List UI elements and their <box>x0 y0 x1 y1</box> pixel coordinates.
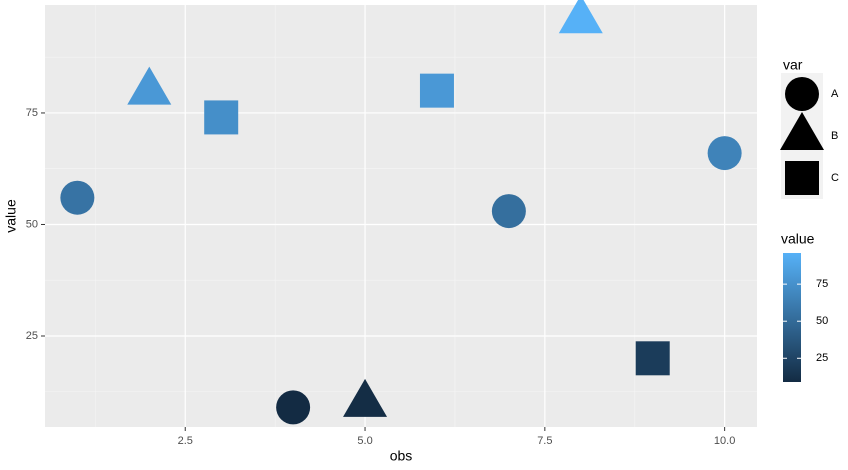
point <box>60 180 95 215</box>
y-tick-label: 50 <box>26 218 38 230</box>
y-tick-label: 25 <box>26 330 38 342</box>
shape-legend-title: var <box>783 57 803 73</box>
point <box>635 341 670 376</box>
y-tick-label: 75 <box>26 107 38 119</box>
point <box>276 390 311 425</box>
point <box>491 194 526 229</box>
x-tick-label: 2.5 <box>178 435 193 447</box>
x-axis-title: obs <box>390 448 413 464</box>
legend-symbol <box>785 77 819 111</box>
y-axis-title: value <box>3 199 19 233</box>
x-tick-label: 5.0 <box>357 435 372 447</box>
legend-label: B <box>831 130 838 142</box>
point <box>707 136 742 171</box>
x-tick-label: 10.0 <box>714 435 735 447</box>
x-tick-label: 7.5 <box>537 435 552 447</box>
legend-label: C <box>831 172 839 184</box>
point <box>204 100 239 135</box>
colorbar-label: 75 <box>816 278 828 290</box>
point <box>343 378 388 417</box>
colorbar <box>783 253 801 382</box>
color-legend-title: value <box>781 231 815 247</box>
legend-symbol <box>780 112 824 150</box>
point <box>558 0 603 34</box>
legend-symbol <box>785 161 819 195</box>
point <box>419 73 454 108</box>
colorbar-label: 50 <box>816 315 828 327</box>
legend-label: A <box>831 88 839 100</box>
point <box>127 66 172 105</box>
colorbar-label: 25 <box>816 352 828 364</box>
